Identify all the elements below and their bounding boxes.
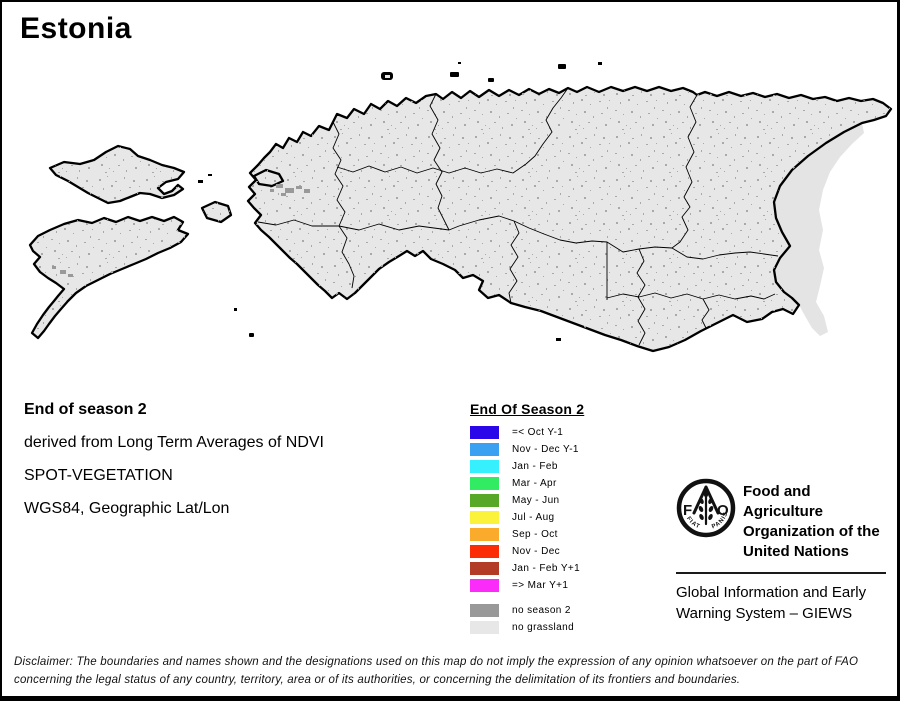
county-boundaries [257, 87, 779, 346]
legend-label: Jul - Aug [512, 512, 555, 523]
fao-org-line3: United Nations [743, 543, 849, 560]
fao-org-line2: Organization of the [743, 523, 880, 540]
page-title: Estonia [20, 12, 132, 45]
no-season-clusters [52, 184, 310, 277]
fao-block: F O FIAT PANIS Food and Agriculture Orga… [676, 478, 888, 624]
legend-item: Sep - Oct [470, 526, 660, 543]
fao-logo-letter-o: O [717, 502, 729, 519]
legend-label: Nov - Dec Y-1 [512, 444, 579, 455]
fao-logo-icon: F O FIAT PANIS [676, 478, 736, 538]
giews-line2: Warning System – GIEWS [676, 605, 853, 622]
legend-item: =< Oct Y-1 [470, 424, 660, 441]
legend-swatch [470, 494, 499, 507]
legend-label: Jan - Feb Y+1 [512, 563, 581, 574]
legend-label: no season 2 [512, 605, 571, 616]
legend-label: Jan - Feb [512, 461, 558, 472]
legend-swatch [470, 528, 499, 541]
legend-item: Jan - Feb [470, 458, 660, 475]
legend-item: May - Jun [470, 492, 660, 509]
info-line-sensor: SPOT-VEGETATION [24, 467, 173, 484]
legend-swatch [470, 579, 499, 592]
disclaimer-text: Disclaimer: The boundaries and names sho… [14, 656, 859, 686]
fao-divider [676, 572, 886, 574]
legend-swatch [470, 621, 499, 634]
legend-extra-rows: no season 2 no grassland [470, 602, 660, 636]
legend-item: Nov - Dec [470, 543, 660, 560]
info-line-projection: WGS84, Geographic Lat/Lon [24, 500, 230, 517]
legend-item: no season 2 [470, 602, 660, 619]
small-islets [198, 62, 602, 341]
legend-label: => Mar Y+1 [512, 580, 569, 591]
fao-logo-letter-f: F [683, 502, 692, 519]
info-heading: End of season 2 [24, 401, 147, 418]
legend-item: => Mar Y+1 [470, 577, 660, 594]
legend-item: Nov - Dec Y-1 [470, 441, 660, 458]
legend-label: Sep - Oct [512, 529, 558, 540]
legend-swatch [470, 604, 499, 617]
info-line-ndvi: derived from Long Term Averages of NDVI [24, 434, 324, 451]
legend-label: Nov - Dec [512, 546, 561, 557]
legend-label: =< Oct Y-1 [512, 427, 564, 438]
legend-label: Mar - Apr [512, 478, 557, 489]
legend-swatch [470, 545, 499, 558]
legend-item: Jan - Feb Y+1 [470, 560, 660, 577]
legend: End Of Season 2 =< Oct Y-1 Nov - Dec Y-1 J… [470, 401, 660, 636]
legend-item: Jul - Aug [470, 509, 660, 526]
legend-swatch [470, 460, 499, 473]
legend-item: no grassland [470, 619, 660, 636]
legend-rows: =< Oct Y-1 Nov - Dec Y-1 Jan - Feb Mar - Ap… [470, 424, 660, 594]
legend-label: no grassland [512, 622, 575, 633]
lake-peipus-area [774, 123, 864, 336]
legend-swatch [470, 477, 499, 490]
estonia-map [28, 62, 893, 353]
giews-line1: Global Information and Early [676, 584, 867, 601]
legend-swatch [470, 562, 499, 575]
legend-title: End Of Season 2 [470, 401, 585, 417]
fao-org-name: Food and Agriculture Organization of the… [743, 478, 888, 562]
legend-label: May - Jun [512, 495, 560, 506]
legend-item: Mar - Apr [470, 475, 660, 492]
legend-swatch [470, 443, 499, 456]
legend-swatch [470, 426, 499, 439]
legend-swatch [470, 511, 499, 524]
fao-org-line1: Food and Agriculture [743, 483, 824, 520]
map-info-block: End of season 2 derived from Long Term A… [24, 401, 444, 533]
giews-label: Global Information and Early Warning Sys… [676, 582, 888, 624]
